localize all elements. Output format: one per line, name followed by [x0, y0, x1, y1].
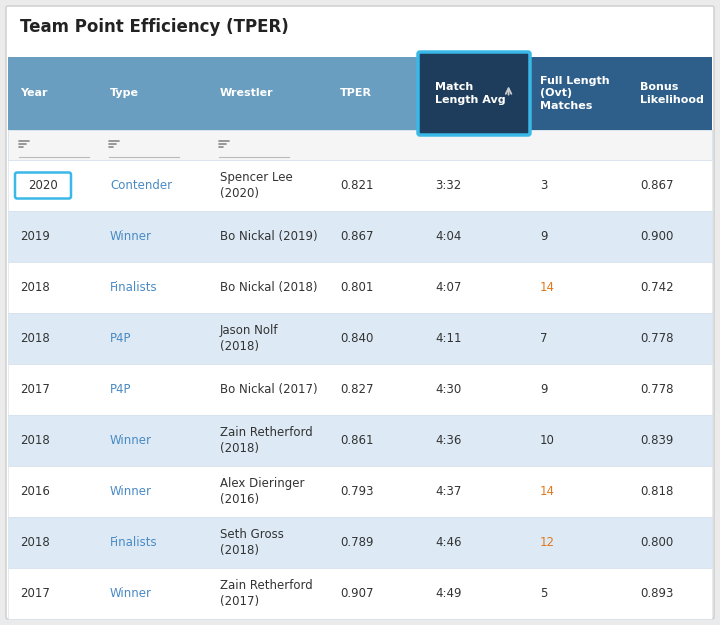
Text: 0.840: 0.840 — [340, 332, 374, 345]
Text: 0.801: 0.801 — [340, 281, 374, 294]
Text: 2019: 2019 — [20, 230, 50, 243]
Text: 0.742: 0.742 — [640, 281, 674, 294]
Text: 0.818: 0.818 — [640, 485, 673, 498]
Text: 2018: 2018 — [20, 434, 50, 447]
Text: Match
Length Avg: Match Length Avg — [435, 82, 505, 105]
Text: Finalists: Finalists — [110, 281, 158, 294]
Text: 2018: 2018 — [20, 536, 50, 549]
Text: Full Length
(Ovt)
Matches: Full Length (Ovt) Matches — [540, 76, 610, 111]
FancyBboxPatch shape — [418, 52, 530, 135]
Text: Finalists: Finalists — [110, 536, 158, 549]
Bar — [8, 262, 712, 313]
Text: 4:49: 4:49 — [435, 587, 462, 600]
Text: 3:32: 3:32 — [435, 179, 462, 192]
Text: Alex Dieringer
(2016): Alex Dieringer (2016) — [220, 477, 305, 506]
Text: Winner: Winner — [110, 587, 152, 600]
Text: 14: 14 — [540, 281, 555, 294]
Text: 0.778: 0.778 — [640, 332, 673, 345]
FancyBboxPatch shape — [6, 6, 714, 619]
Text: 0.861: 0.861 — [340, 434, 374, 447]
Text: 2017: 2017 — [20, 587, 50, 600]
Text: 4:46: 4:46 — [435, 536, 462, 549]
Bar — [8, 313, 712, 364]
Text: 14: 14 — [540, 485, 555, 498]
Text: TPER: TPER — [340, 89, 372, 99]
Text: Jason Nolf
(2018): Jason Nolf (2018) — [220, 324, 279, 353]
Text: 4:36: 4:36 — [435, 434, 462, 447]
Text: Bonus
Likelihood: Bonus Likelihood — [640, 82, 704, 105]
Text: Zain Retherford
(2017): Zain Retherford (2017) — [220, 579, 312, 608]
Text: 0.789: 0.789 — [340, 536, 374, 549]
FancyBboxPatch shape — [15, 173, 71, 199]
Bar — [8, 364, 712, 415]
Text: 0.867: 0.867 — [340, 230, 374, 243]
Text: 0.867: 0.867 — [640, 179, 673, 192]
Text: 0.821: 0.821 — [340, 179, 374, 192]
Text: 12: 12 — [540, 536, 555, 549]
Text: Seth Gross
(2018): Seth Gross (2018) — [220, 528, 284, 557]
Text: P4P: P4P — [110, 332, 132, 345]
Bar — [8, 160, 712, 211]
Text: 0.839: 0.839 — [640, 434, 673, 447]
Bar — [8, 517, 712, 568]
Text: Type: Type — [110, 89, 139, 99]
Text: Bo Nickal (2018): Bo Nickal (2018) — [220, 281, 318, 294]
Text: 2017: 2017 — [20, 383, 50, 396]
Text: Winner: Winner — [110, 485, 152, 498]
Text: Winner: Winner — [110, 434, 152, 447]
Text: 4:04: 4:04 — [435, 230, 462, 243]
Bar — [8, 130, 712, 160]
Bar — [8, 568, 712, 619]
Bar — [8, 415, 712, 466]
Text: Team Point Efficiency (TPER): Team Point Efficiency (TPER) — [20, 18, 289, 36]
Text: 9: 9 — [540, 383, 547, 396]
Bar — [8, 57, 420, 130]
Text: Winner: Winner — [110, 230, 152, 243]
Text: 0.900: 0.900 — [640, 230, 673, 243]
Text: P4P: P4P — [110, 383, 132, 396]
Text: 4:07: 4:07 — [435, 281, 462, 294]
Text: 5: 5 — [540, 587, 547, 600]
Text: Wrestler: Wrestler — [220, 89, 274, 99]
Text: Bo Nickal (2019): Bo Nickal (2019) — [220, 230, 318, 243]
Text: 0.778: 0.778 — [640, 383, 673, 396]
Text: 10: 10 — [540, 434, 555, 447]
Text: 2016: 2016 — [20, 485, 50, 498]
Text: Zain Retherford
(2018): Zain Retherford (2018) — [220, 426, 312, 455]
Text: 0.800: 0.800 — [640, 536, 673, 549]
Text: 0.907: 0.907 — [340, 587, 374, 600]
Text: 3: 3 — [540, 179, 547, 192]
Text: 2018: 2018 — [20, 332, 50, 345]
Text: Year: Year — [20, 89, 48, 99]
Bar — [8, 211, 712, 262]
Text: 2020: 2020 — [28, 179, 58, 192]
Text: 2018: 2018 — [20, 281, 50, 294]
Text: 4:37: 4:37 — [435, 485, 462, 498]
Text: 4:11: 4:11 — [435, 332, 462, 345]
Text: 7: 7 — [540, 332, 547, 345]
Text: Spencer Lee
(2020): Spencer Lee (2020) — [220, 171, 293, 200]
Text: 4:30: 4:30 — [435, 383, 462, 396]
Text: Bo Nickal (2017): Bo Nickal (2017) — [220, 383, 318, 396]
Bar — [420, 57, 712, 130]
Text: 0.827: 0.827 — [340, 383, 374, 396]
Text: Contender: Contender — [110, 179, 172, 192]
Text: 9: 9 — [540, 230, 547, 243]
Text: 0.793: 0.793 — [340, 485, 374, 498]
Text: 0.893: 0.893 — [640, 587, 673, 600]
Bar — [8, 466, 712, 517]
